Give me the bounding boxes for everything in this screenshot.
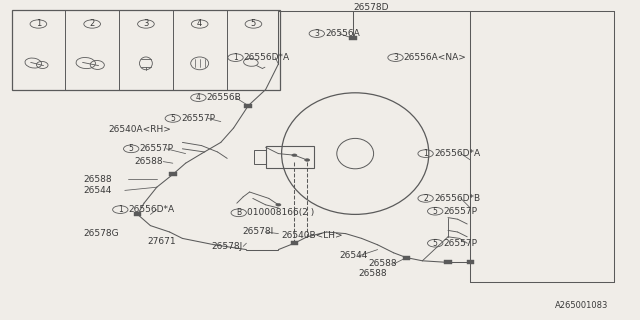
Bar [467, 260, 474, 264]
Text: 2: 2 [90, 20, 95, 28]
Text: B: B [236, 208, 241, 217]
Text: 26557P: 26557P [181, 114, 215, 123]
Text: 26544: 26544 [339, 252, 367, 260]
Text: 26557P: 26557P [444, 239, 477, 248]
Bar [134, 212, 141, 216]
Text: 4: 4 [197, 20, 202, 28]
Text: 3: 3 [314, 29, 319, 38]
Text: 010008166(2 ): 010008166(2 ) [247, 208, 314, 217]
Text: 5: 5 [129, 144, 134, 153]
Text: 26578J: 26578J [211, 242, 243, 251]
Text: 26557P: 26557P [444, 207, 477, 216]
Text: 1: 1 [118, 205, 123, 214]
Text: 4: 4 [196, 93, 201, 102]
Text: 5: 5 [251, 20, 256, 28]
Text: 26578I: 26578I [242, 228, 273, 236]
Text: 5: 5 [433, 207, 438, 216]
Text: 26556D*A: 26556D*A [244, 53, 290, 62]
Text: 5: 5 [433, 239, 438, 248]
Bar [244, 104, 252, 108]
Text: 3: 3 [143, 20, 148, 28]
Text: 1: 1 [233, 53, 238, 62]
Text: 2: 2 [423, 194, 428, 203]
Bar [403, 256, 410, 260]
Text: 27671: 27671 [147, 237, 176, 246]
Text: 26556A<NA>: 26556A<NA> [404, 53, 467, 62]
Text: 26556D*B: 26556D*B [434, 194, 480, 203]
Bar [349, 36, 357, 40]
Circle shape [305, 159, 310, 161]
Bar [254, 150, 266, 164]
Text: A265001083: A265001083 [555, 301, 608, 310]
Text: 26544: 26544 [83, 186, 111, 195]
Text: 26578D: 26578D [353, 4, 388, 12]
Text: 1: 1 [423, 149, 428, 158]
Text: 3: 3 [393, 53, 398, 62]
Text: 26556A: 26556A [325, 29, 360, 38]
Bar [444, 260, 452, 264]
Bar [169, 172, 177, 176]
Text: 26540B<LH>: 26540B<LH> [282, 231, 343, 240]
Text: 26588: 26588 [368, 260, 397, 268]
Bar [266, 146, 314, 168]
Text: 26556B: 26556B [207, 93, 241, 102]
Text: 26588: 26588 [358, 269, 387, 278]
Text: 26557P: 26557P [140, 144, 173, 153]
Text: 26556D*A: 26556D*A [434, 149, 480, 158]
Text: 1: 1 [36, 20, 41, 28]
Bar [291, 241, 298, 245]
Text: 5: 5 [170, 114, 175, 123]
Text: 26556D*A: 26556D*A [129, 205, 175, 214]
Circle shape [276, 204, 281, 206]
Circle shape [292, 154, 297, 156]
Text: 26588: 26588 [83, 175, 112, 184]
Text: 26588: 26588 [134, 157, 163, 166]
Bar [12, 10, 280, 90]
Text: 26578G: 26578G [83, 229, 119, 238]
Text: 26540A<RH>: 26540A<RH> [109, 125, 172, 134]
